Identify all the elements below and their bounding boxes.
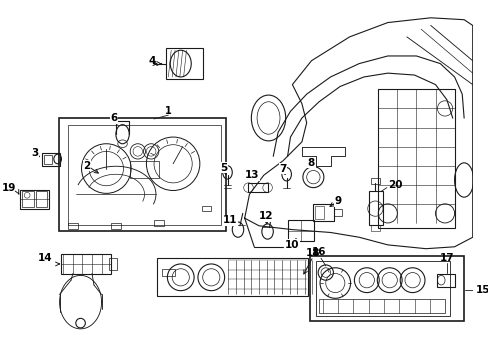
Bar	[370, 178, 379, 184]
Bar	[68, 125, 221, 225]
Bar	[61, 255, 111, 274]
Bar	[334, 209, 341, 216]
Bar	[68, 223, 78, 229]
Bar	[22, 192, 34, 207]
Text: 8: 8	[307, 158, 314, 168]
Text: 13: 13	[244, 170, 259, 180]
Bar	[36, 192, 47, 207]
Text: 10: 10	[285, 240, 299, 250]
Bar	[319, 299, 444, 312]
Text: 1: 1	[164, 106, 171, 116]
Bar	[59, 118, 225, 230]
Bar	[130, 161, 159, 178]
Text: 5: 5	[220, 163, 227, 172]
Bar	[313, 204, 334, 221]
Bar	[370, 225, 379, 230]
Bar	[111, 223, 121, 229]
Bar	[309, 256, 463, 321]
Bar	[202, 206, 211, 211]
Bar	[248, 183, 267, 192]
Text: 17: 17	[439, 253, 453, 263]
Bar	[109, 258, 117, 270]
Bar	[166, 48, 203, 79]
Text: 16: 16	[311, 247, 325, 257]
Text: 14: 14	[37, 253, 52, 263]
Bar	[154, 220, 163, 226]
Text: 12: 12	[258, 211, 272, 221]
Text: 18: 18	[305, 248, 320, 258]
Bar	[157, 258, 307, 296]
Text: 4: 4	[148, 56, 156, 66]
Bar	[378, 89, 454, 228]
Bar	[316, 261, 449, 316]
Text: 3: 3	[31, 148, 39, 158]
Text: 9: 9	[334, 196, 341, 206]
Text: 19: 19	[1, 183, 16, 193]
Bar	[315, 206, 323, 219]
Text: 7: 7	[279, 163, 286, 174]
Text: 6: 6	[110, 113, 117, 123]
Bar	[44, 155, 52, 164]
Text: 20: 20	[387, 180, 402, 190]
Bar	[20, 190, 49, 209]
Text: 11: 11	[223, 215, 237, 225]
Bar	[42, 153, 60, 166]
Bar	[162, 269, 175, 276]
Text: 2: 2	[83, 161, 91, 171]
Text: 15: 15	[475, 285, 488, 295]
Bar	[437, 274, 454, 287]
Bar	[368, 192, 382, 225]
Bar	[287, 220, 314, 241]
